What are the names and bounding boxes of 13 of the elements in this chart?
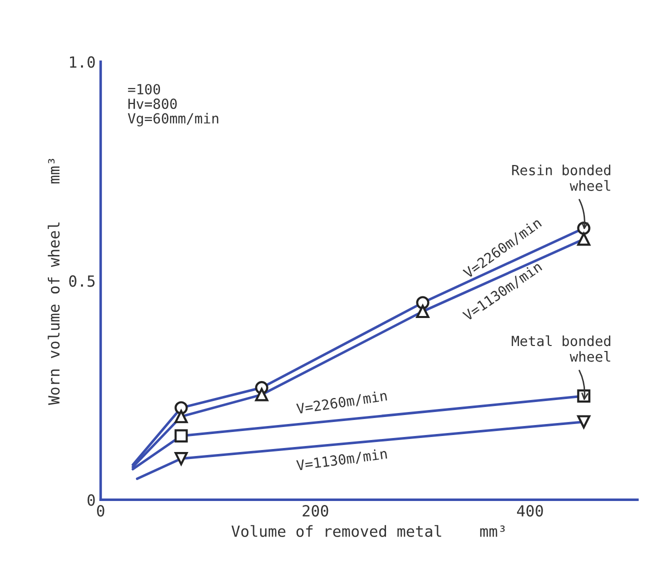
x-axis-title: Volume of removed metal mm³ <box>232 525 505 537</box>
annotation: =100 Hv=800 Vg=60mm/min <box>128 84 218 126</box>
y-tick-label: 1.0 <box>70 56 95 68</box>
text: V=1130m/min <box>296 448 388 472</box>
y-axis-title: Worn volume of wheel mm³ <box>48 158 60 405</box>
x-tick-label: 200 <box>302 505 328 517</box>
annotation: Resin bonded wheel <box>512 164 610 192</box>
x-tick-label: 0 <box>97 505 104 517</box>
y-tick-label: 0.5 <box>69 275 95 287</box>
text: V=2260m/min <box>296 390 388 416</box>
annotation: Metal bonded wheel <box>512 335 610 362</box>
x-tick-label: 400 <box>517 505 543 517</box>
y-tick-label: 0 <box>88 494 95 506</box>
